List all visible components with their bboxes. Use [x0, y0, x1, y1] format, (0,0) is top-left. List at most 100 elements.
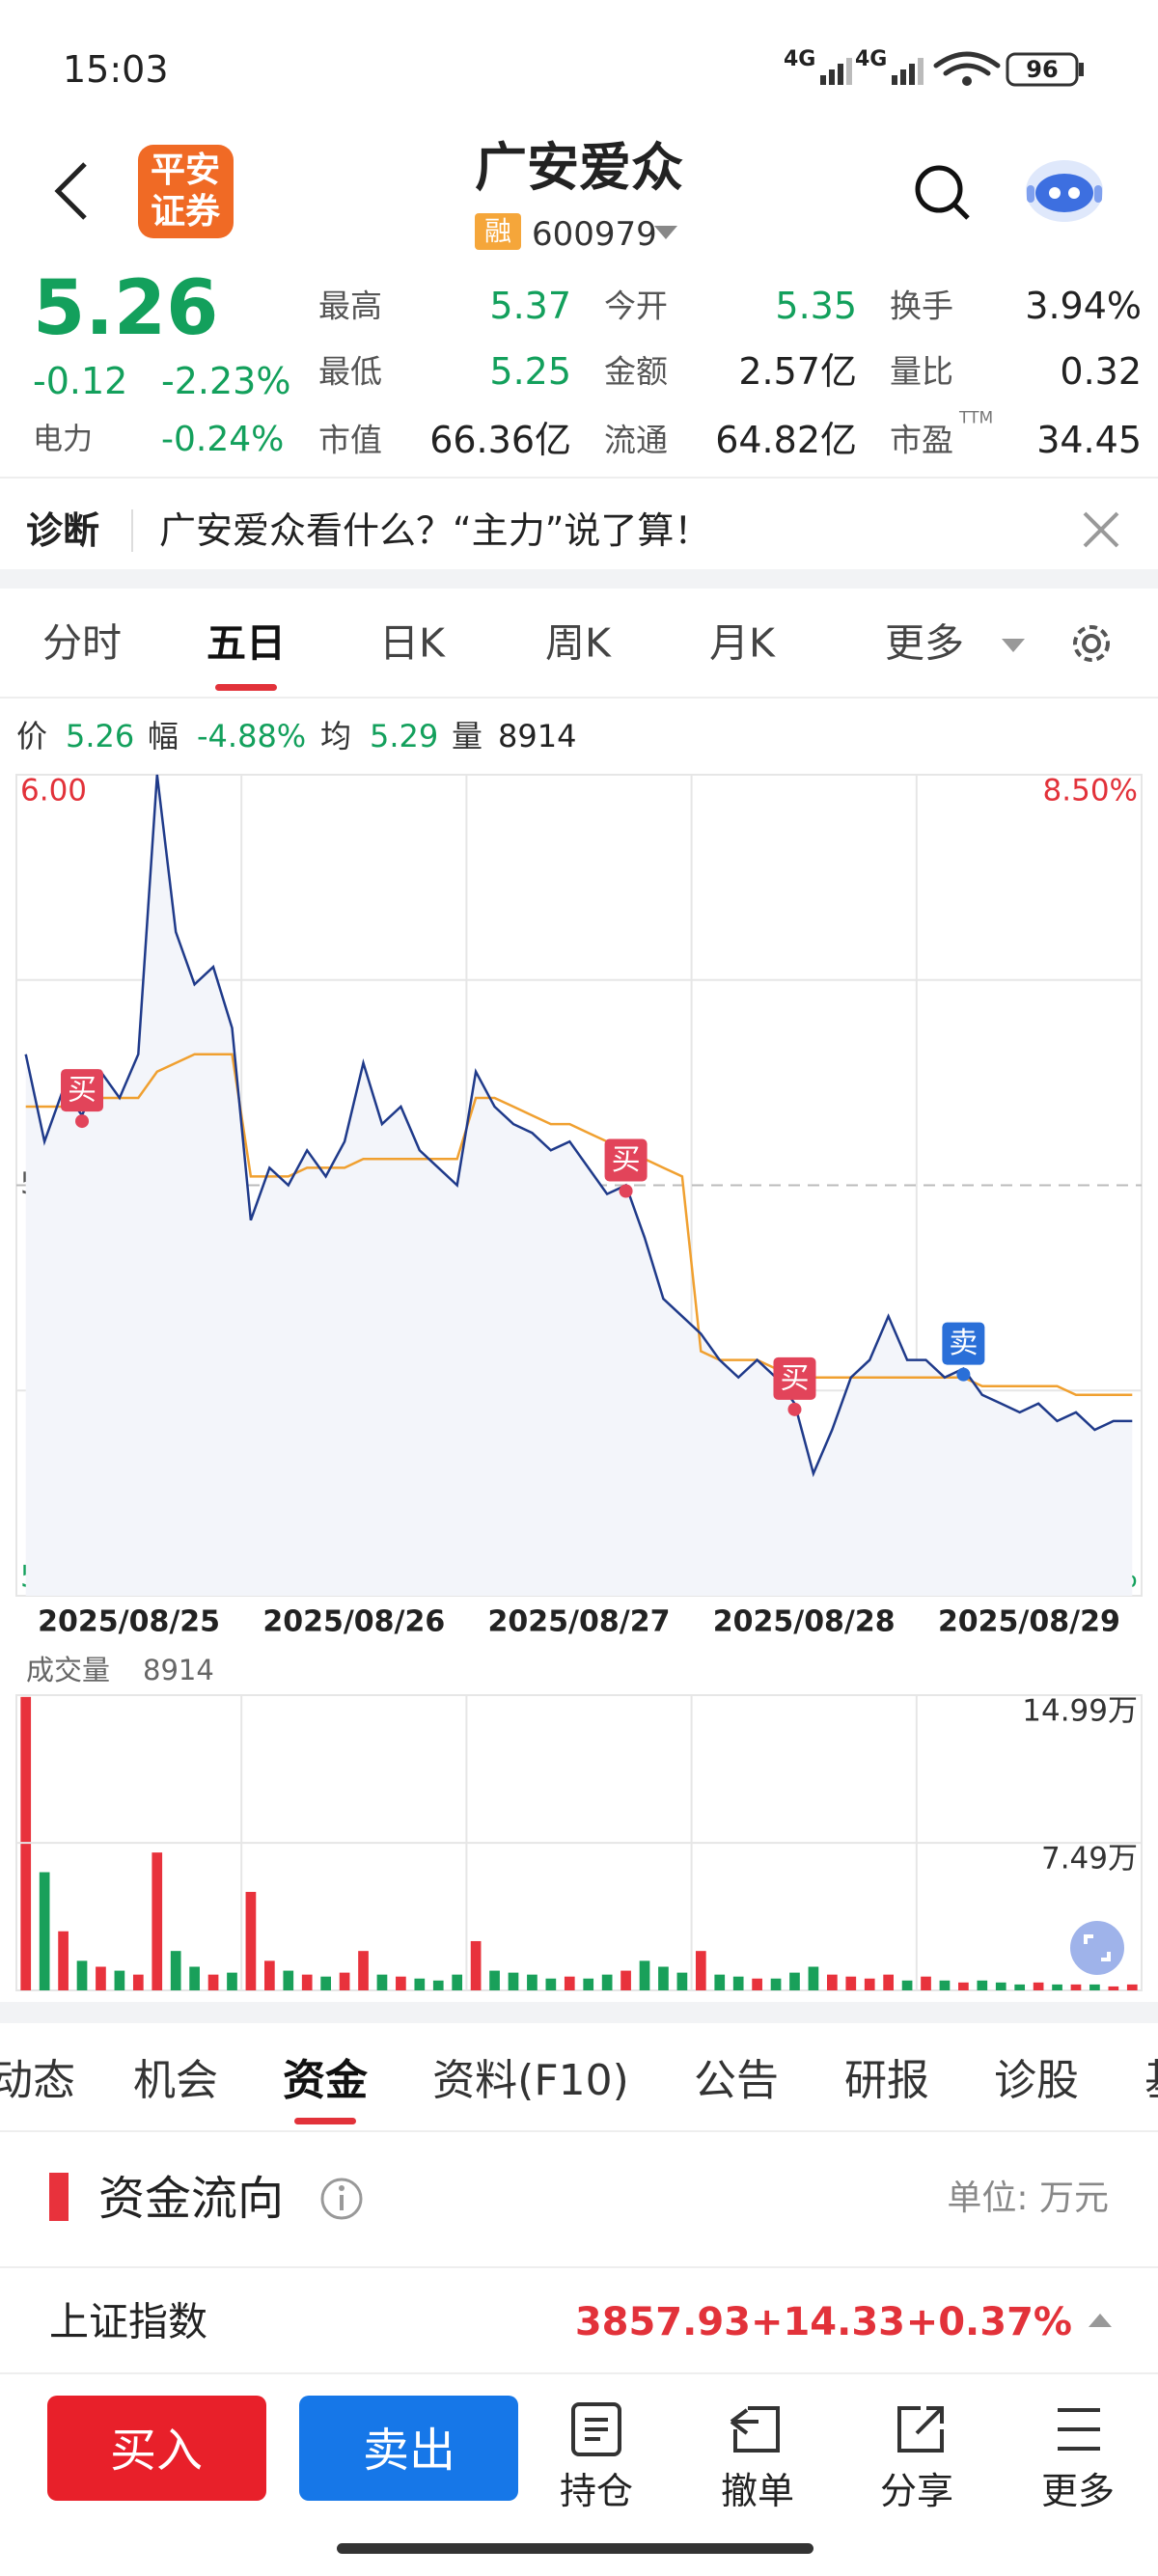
info-tab[interactable]: 公告: [694, 2056, 779, 2105]
stat-value: 2.57亿: [738, 350, 857, 393]
summary-label: 价: [16, 718, 48, 754]
index-name: 上证指数: [49, 2298, 207, 2345]
volume-bar: [76, 1960, 88, 1990]
stock-name: 广安爱众: [475, 137, 683, 198]
chart-tab[interactable]: 分时: [42, 619, 122, 667]
sell-label: 卖出: [362, 2424, 456, 2478]
info-tab[interactable]: 资金: [283, 2056, 368, 2105]
info-tab[interactable]: 基: [1144, 2060, 1158, 2102]
tool[interactable]: 持仓: [559, 2470, 634, 2512]
stat-label: 最高: [318, 287, 382, 325]
trade-marker: [773, 1357, 816, 1400]
volume-bar: [301, 1974, 313, 1990]
network: 4G: [784, 47, 816, 71]
info-tab[interactable]: 动态: [0, 2056, 75, 2105]
volume-bar: [414, 1978, 426, 1990]
volume-bar: [96, 1966, 106, 1990]
volume-bar: [1052, 1984, 1062, 1990]
volume-bar: [114, 1970, 125, 1990]
volume-bar: [358, 1951, 369, 1990]
zoom-button[interactable]: [1070, 1921, 1124, 1975]
volume-bar: [527, 1974, 538, 1990]
volume-bar: [227, 1972, 237, 1990]
volume-bar: [864, 1978, 875, 1990]
trade-dot: [75, 1114, 90, 1129]
trade-dot: [956, 1367, 971, 1382]
volume-bar: [283, 1970, 294, 1990]
trade-dot: [619, 1184, 633, 1198]
section-title: 资金流向: [98, 2172, 285, 2226]
chart-tab[interactable]: 周K: [545, 619, 611, 667]
tool[interactable]: 撤单: [720, 2470, 795, 2512]
info-tab[interactable]: 资料(F10): [432, 2056, 629, 2105]
volume-bar: [583, 1978, 594, 1990]
volume-bar: [432, 1980, 444, 1990]
volume-bar: [1089, 1984, 1100, 1990]
dropdown[interactable]: [1000, 635, 1027, 654]
expand[interactable]: [1087, 2312, 1114, 2331]
change: -0.12: [33, 360, 128, 402]
price: 5.26: [33, 265, 219, 352]
tab-underline: [294, 2118, 356, 2124]
divider: [0, 2372, 1158, 2374]
chart-tab[interactable]: 日K: [379, 619, 445, 667]
volume-tick-label: 7.49万: [1041, 1842, 1138, 1877]
stat-value: 3.94%: [1025, 285, 1142, 327]
summary-value: 8914: [498, 718, 577, 754]
buy-button[interactable]: [47, 2396, 266, 2501]
y2-tick-label: 8.50%: [1043, 774, 1138, 808]
volume-bar: [58, 1931, 69, 1990]
volume-bar: [958, 1982, 969, 1990]
volume-bar: [1070, 1984, 1082, 1990]
tool[interactable]: 分享: [879, 2470, 954, 2512]
volume-tick-label: 14.99万: [1022, 1694, 1138, 1729]
dropdown[interactable]: [652, 222, 679, 241]
stat-label: 量比: [890, 352, 953, 391]
trade-label: 卖: [949, 1327, 978, 1360]
volume-bar: [714, 1974, 726, 1990]
volume-bar: [1014, 1984, 1026, 1990]
assistant[interactable]: [1021, 152, 1108, 230]
info-tab[interactable]: 研报: [844, 2056, 929, 2105]
battery: 96: [1026, 56, 1059, 83]
volume-bar: [1033, 1982, 1044, 1990]
home-indicator: [337, 2543, 813, 2554]
volume-bar: [1126, 1984, 1138, 1990]
stat-value: 5.25: [489, 350, 571, 393]
volume-bar: [901, 1980, 913, 1990]
date-label: 2025/08/27: [488, 1605, 671, 1639]
sector-pct: -0.24%: [161, 420, 285, 459]
trade-label: 买: [612, 1143, 641, 1177]
info-tab[interactable]: 诊股: [994, 2056, 1079, 2105]
avg-line: [25, 1053, 1133, 1397]
stat-value: 64.82亿: [715, 419, 857, 461]
info[interactable]: [318, 2176, 365, 2222]
tool[interactable]: 更多: [1040, 2470, 1116, 2512]
trade-marker: [61, 1069, 104, 1112]
summary-value: 5.29: [370, 718, 439, 754]
volume-bar: [452, 1974, 463, 1990]
change-pct: -2.23%: [161, 360, 291, 402]
sell-button[interactable]: [299, 2396, 518, 2501]
volume-bar: [132, 1974, 144, 1990]
chart-tab[interactable]: 五日: [207, 619, 286, 667]
volume-bar: [921, 1976, 931, 1990]
stat-label: 今开: [604, 287, 668, 325]
tab-underline: [215, 684, 277, 691]
settings[interactable]: [1067, 619, 1116, 668]
volume-bar: [170, 1951, 181, 1990]
tool-icons: [571, 2402, 1100, 2456]
chart-tab[interactable]: 月K: [709, 619, 775, 667]
chart-tab[interactable]: 更多: [885, 619, 964, 667]
volume-bar: [39, 1872, 50, 1990]
info-tab[interactable]: 机会: [133, 2056, 218, 2105]
diagnosis-label: 诊断: [26, 509, 100, 552]
diagnosis-text[interactable]: 广安爱众看什么？“主力”说了算！: [159, 509, 711, 552]
search[interactable]: [912, 162, 974, 224]
trade-marker: [942, 1322, 985, 1365]
back[interactable]: [48, 160, 96, 222]
volume-bar: [845, 1976, 857, 1990]
volume-bar: [489, 1970, 500, 1990]
close[interactable]: [1081, 509, 1121, 550]
divider: [0, 477, 1158, 479]
